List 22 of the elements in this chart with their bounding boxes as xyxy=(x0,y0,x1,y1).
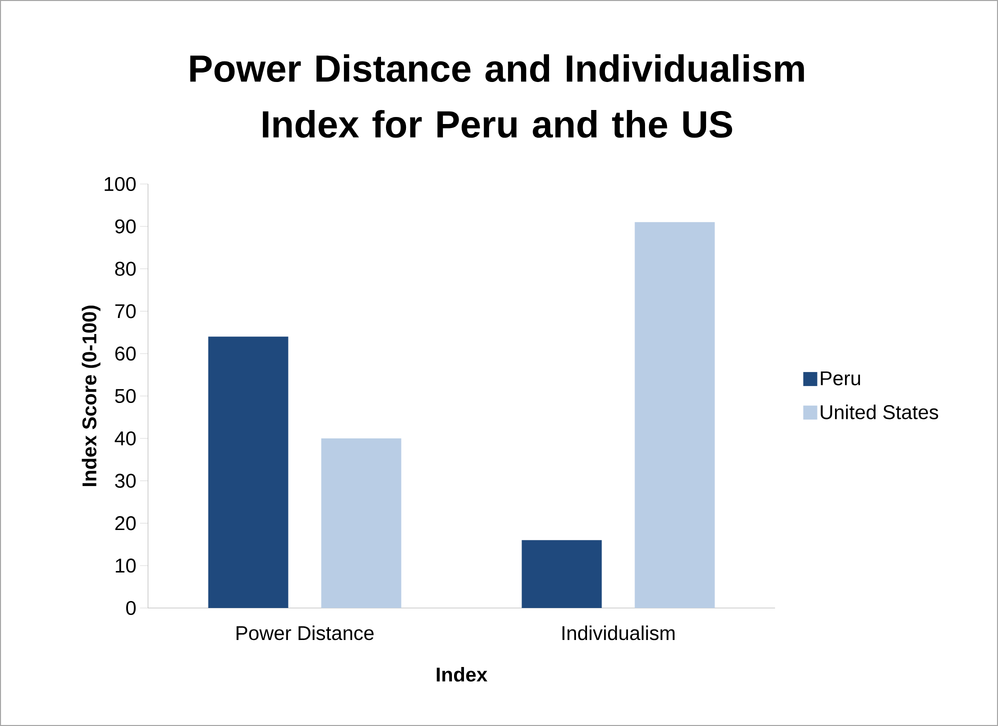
y-tick-label: 80 xyxy=(115,262,136,276)
y-tick-label: 50 xyxy=(115,388,136,404)
y-tick-label: 90 xyxy=(115,219,136,234)
y-tick-label: 0 xyxy=(126,600,136,616)
x-axis-title: Index xyxy=(436,666,488,682)
y-tick-label: 60 xyxy=(115,346,136,361)
x-tick-label: Individualism xyxy=(562,626,674,640)
y-tick-label: 40 xyxy=(114,431,136,446)
y-tick-label: 70 xyxy=(115,304,136,318)
y-tick-label: 30 xyxy=(115,474,136,488)
y-tick-label: 100 xyxy=(104,176,136,192)
y-axis-title: Index Score (0-100) xyxy=(82,306,100,486)
bar xyxy=(634,222,715,608)
bar xyxy=(208,336,288,608)
y-tick-label: 20 xyxy=(115,516,136,530)
legend-label: Peru xyxy=(820,371,860,386)
bar xyxy=(522,540,602,608)
bar xyxy=(321,438,402,608)
legend-label: United States xyxy=(820,404,938,420)
x-tick-label: Power Distance xyxy=(236,626,374,640)
y-tick-label: 10 xyxy=(116,558,136,573)
chart-title: Power Distance and Individualism Index for Peru and the US xyxy=(190,54,804,138)
